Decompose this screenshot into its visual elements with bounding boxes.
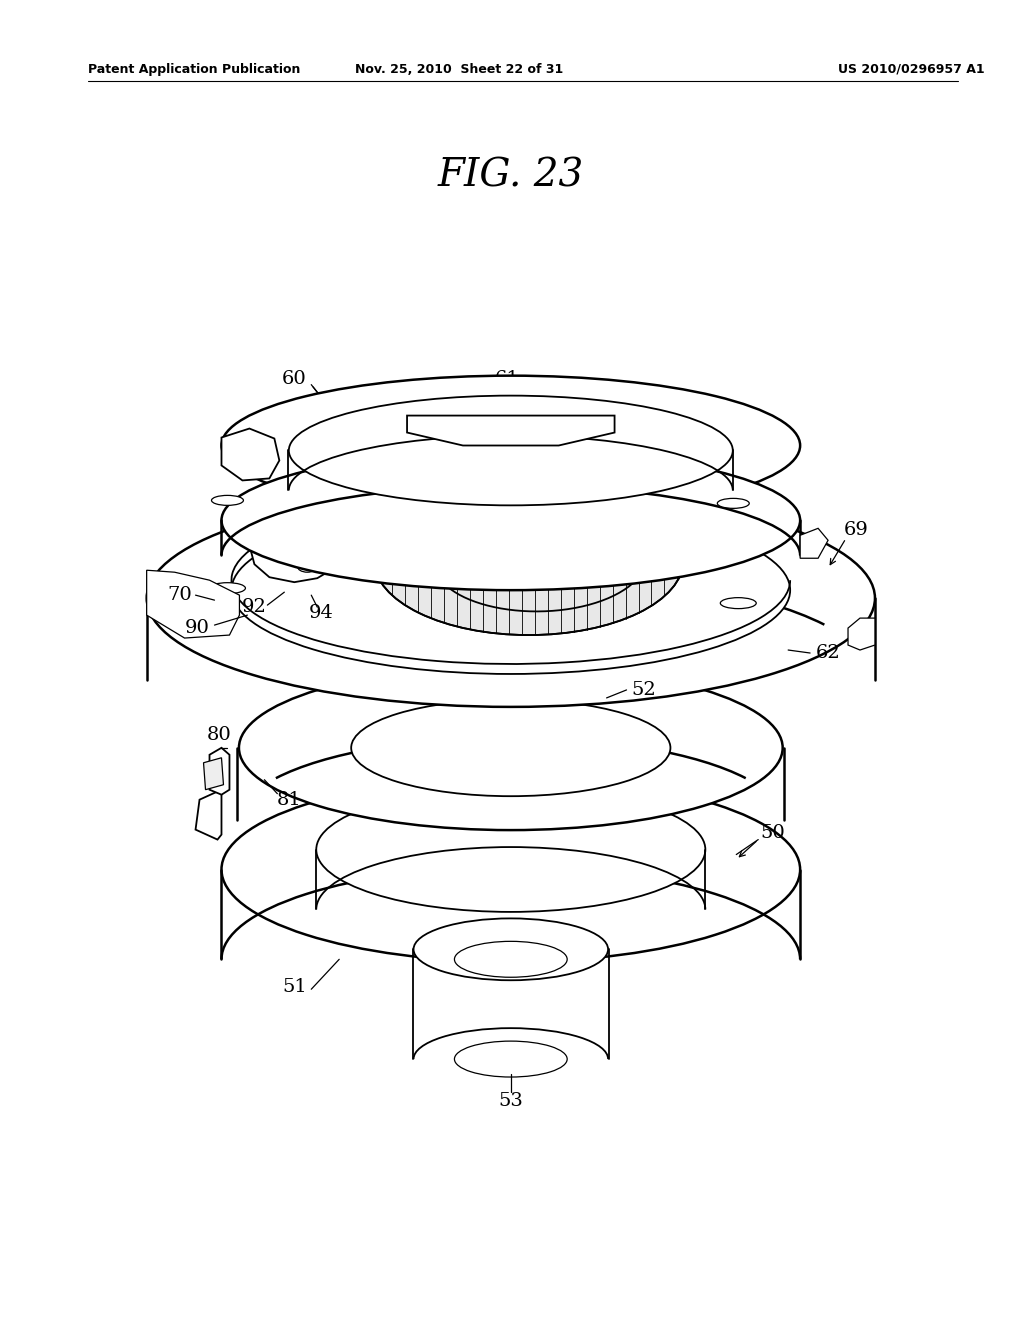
Ellipse shape (678, 523, 710, 533)
Ellipse shape (231, 507, 791, 675)
Text: 80: 80 (207, 726, 231, 744)
Text: 51: 51 (282, 978, 306, 997)
Text: 92: 92 (242, 598, 267, 616)
Ellipse shape (414, 919, 608, 981)
Text: 90: 90 (185, 619, 210, 638)
Ellipse shape (351, 700, 671, 796)
Ellipse shape (374, 486, 683, 635)
Text: 53: 53 (499, 1092, 523, 1110)
Ellipse shape (515, 553, 543, 568)
Text: 62: 62 (816, 644, 841, 663)
Polygon shape (204, 758, 223, 789)
Ellipse shape (720, 598, 757, 609)
Ellipse shape (239, 665, 782, 830)
Polygon shape (494, 523, 566, 535)
Ellipse shape (210, 582, 246, 594)
Polygon shape (146, 570, 240, 638)
Ellipse shape (455, 941, 567, 977)
Text: FIG. 23: FIG. 23 (437, 157, 584, 194)
Text: 93: 93 (285, 519, 310, 536)
Text: 81: 81 (276, 791, 302, 809)
Polygon shape (408, 416, 614, 446)
Text: Nov. 25, 2010  Sheet 22 of 31: Nov. 25, 2010 Sheet 22 of 31 (354, 63, 563, 75)
Ellipse shape (221, 450, 800, 590)
Ellipse shape (289, 396, 733, 506)
Polygon shape (800, 528, 828, 558)
Ellipse shape (455, 1041, 567, 1077)
Ellipse shape (146, 490, 874, 708)
Text: 69: 69 (844, 521, 868, 540)
Text: 61: 61 (495, 370, 519, 388)
Ellipse shape (258, 513, 291, 523)
Ellipse shape (316, 787, 706, 912)
Text: 60: 60 (282, 370, 306, 388)
Text: 63: 63 (748, 540, 773, 557)
Text: US 2010/0296957 A1: US 2010/0296957 A1 (838, 63, 985, 75)
Ellipse shape (221, 376, 800, 515)
Polygon shape (196, 789, 221, 840)
Ellipse shape (718, 499, 750, 508)
Text: 70: 70 (167, 586, 191, 605)
Text: 52: 52 (631, 681, 656, 698)
Text: 94: 94 (309, 605, 334, 622)
Text: Patent Application Publication: Patent Application Publication (88, 63, 300, 75)
Polygon shape (250, 523, 339, 582)
Ellipse shape (221, 777, 800, 962)
Text: 50: 50 (761, 824, 785, 842)
Ellipse shape (273, 536, 315, 561)
Polygon shape (848, 618, 874, 649)
Polygon shape (210, 748, 229, 795)
Ellipse shape (282, 541, 307, 556)
Ellipse shape (212, 495, 244, 506)
Ellipse shape (297, 560, 317, 572)
Polygon shape (221, 429, 280, 480)
